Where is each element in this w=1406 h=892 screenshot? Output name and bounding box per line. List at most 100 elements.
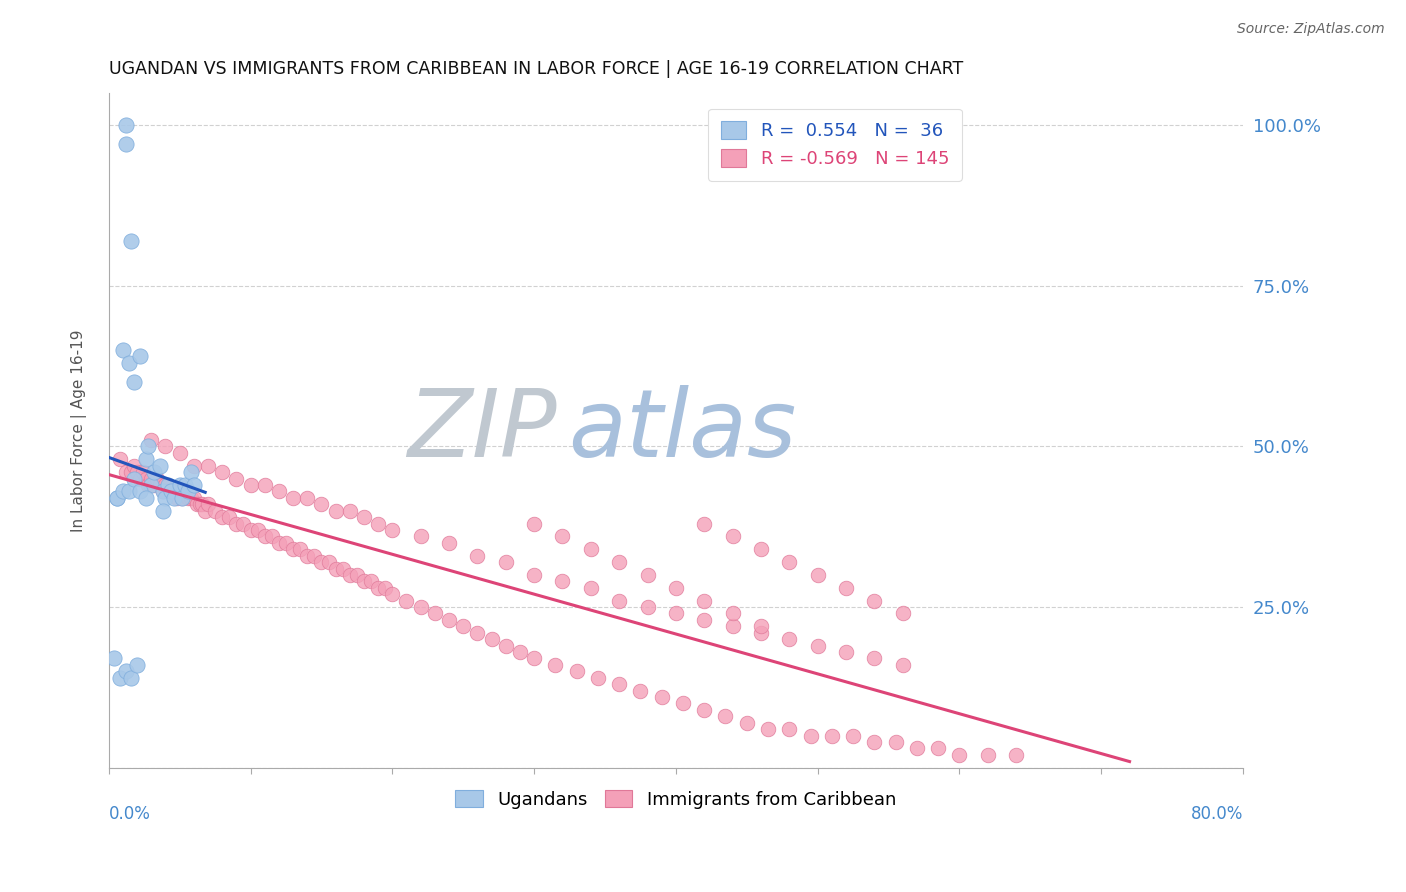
Point xyxy=(374,581,396,595)
Point xyxy=(607,555,630,569)
Text: Source: ZipAtlas.com: Source: ZipAtlas.com xyxy=(1237,22,1385,37)
Text: atlas: atlas xyxy=(568,384,796,475)
Point xyxy=(114,137,136,152)
Point xyxy=(749,542,772,557)
Point xyxy=(163,484,186,499)
Point xyxy=(325,561,347,575)
Point xyxy=(607,677,630,691)
Point xyxy=(693,703,716,717)
Point xyxy=(253,529,276,543)
Point xyxy=(495,555,517,569)
Point xyxy=(451,619,474,633)
Point xyxy=(169,478,191,492)
Point xyxy=(367,581,389,595)
Point xyxy=(651,690,673,704)
Point xyxy=(149,478,172,492)
Point xyxy=(160,484,183,499)
Point xyxy=(149,458,172,473)
Point xyxy=(523,516,546,531)
Point xyxy=(381,523,404,537)
Point xyxy=(129,472,152,486)
Point xyxy=(169,446,191,460)
Point xyxy=(423,607,446,621)
Point xyxy=(756,722,779,736)
Point xyxy=(288,542,311,557)
Point xyxy=(551,529,574,543)
Point xyxy=(318,555,340,569)
Point xyxy=(735,715,758,730)
Point xyxy=(523,651,546,665)
Point xyxy=(304,549,326,563)
Point xyxy=(135,491,157,505)
Point xyxy=(152,504,174,518)
Point xyxy=(204,504,226,518)
Point xyxy=(197,458,219,473)
Point xyxy=(332,561,354,575)
Point xyxy=(884,735,907,749)
Point xyxy=(367,516,389,531)
Point xyxy=(339,504,361,518)
Point xyxy=(905,741,928,756)
Point xyxy=(157,478,180,492)
Point xyxy=(174,478,197,492)
Point xyxy=(409,529,432,543)
Point xyxy=(807,639,830,653)
Point xyxy=(253,478,276,492)
Point xyxy=(183,458,205,473)
Point xyxy=(152,484,174,499)
Point xyxy=(135,472,157,486)
Point xyxy=(246,523,269,537)
Point xyxy=(1005,747,1028,762)
Y-axis label: In Labor Force | Age 16-19: In Labor Force | Age 16-19 xyxy=(72,329,87,532)
Point xyxy=(297,491,319,505)
Point xyxy=(117,356,139,370)
Point xyxy=(637,600,659,615)
Point xyxy=(180,491,202,505)
Point xyxy=(721,529,744,543)
Point xyxy=(579,542,602,557)
Point xyxy=(108,671,131,685)
Point xyxy=(124,458,146,473)
Point xyxy=(339,568,361,582)
Point xyxy=(693,593,716,607)
Point xyxy=(863,651,886,665)
Point xyxy=(948,747,970,762)
Point xyxy=(353,574,375,589)
Point xyxy=(239,523,262,537)
Point xyxy=(495,639,517,653)
Point xyxy=(693,613,716,627)
Point xyxy=(211,510,233,524)
Point xyxy=(157,484,180,499)
Point xyxy=(172,491,194,505)
Point xyxy=(360,574,382,589)
Point xyxy=(749,619,772,633)
Point xyxy=(714,709,737,723)
Point xyxy=(183,491,205,505)
Point xyxy=(693,516,716,531)
Point xyxy=(188,497,211,511)
Point xyxy=(103,651,125,665)
Point xyxy=(835,581,858,595)
Point xyxy=(191,497,214,511)
Text: UGANDAN VS IMMIGRANTS FROM CARIBBEAN IN LABOR FORCE | AGE 16-19 CORRELATION CHAR: UGANDAN VS IMMIGRANTS FROM CARIBBEAN IN … xyxy=(108,60,963,78)
Point xyxy=(778,632,800,647)
Point xyxy=(143,478,166,492)
Point xyxy=(835,645,858,659)
Point xyxy=(177,491,200,505)
Text: 0.0%: 0.0% xyxy=(108,805,150,822)
Point xyxy=(297,549,319,563)
Point xyxy=(821,729,844,743)
Point xyxy=(467,549,489,563)
Point xyxy=(114,665,136,679)
Point xyxy=(163,491,186,505)
Point xyxy=(211,465,233,479)
Point xyxy=(565,665,588,679)
Point xyxy=(586,671,609,685)
Point xyxy=(172,491,194,505)
Point xyxy=(353,510,375,524)
Point xyxy=(225,516,247,531)
Point xyxy=(120,671,142,685)
Point xyxy=(105,491,128,505)
Point xyxy=(225,472,247,486)
Point xyxy=(166,491,188,505)
